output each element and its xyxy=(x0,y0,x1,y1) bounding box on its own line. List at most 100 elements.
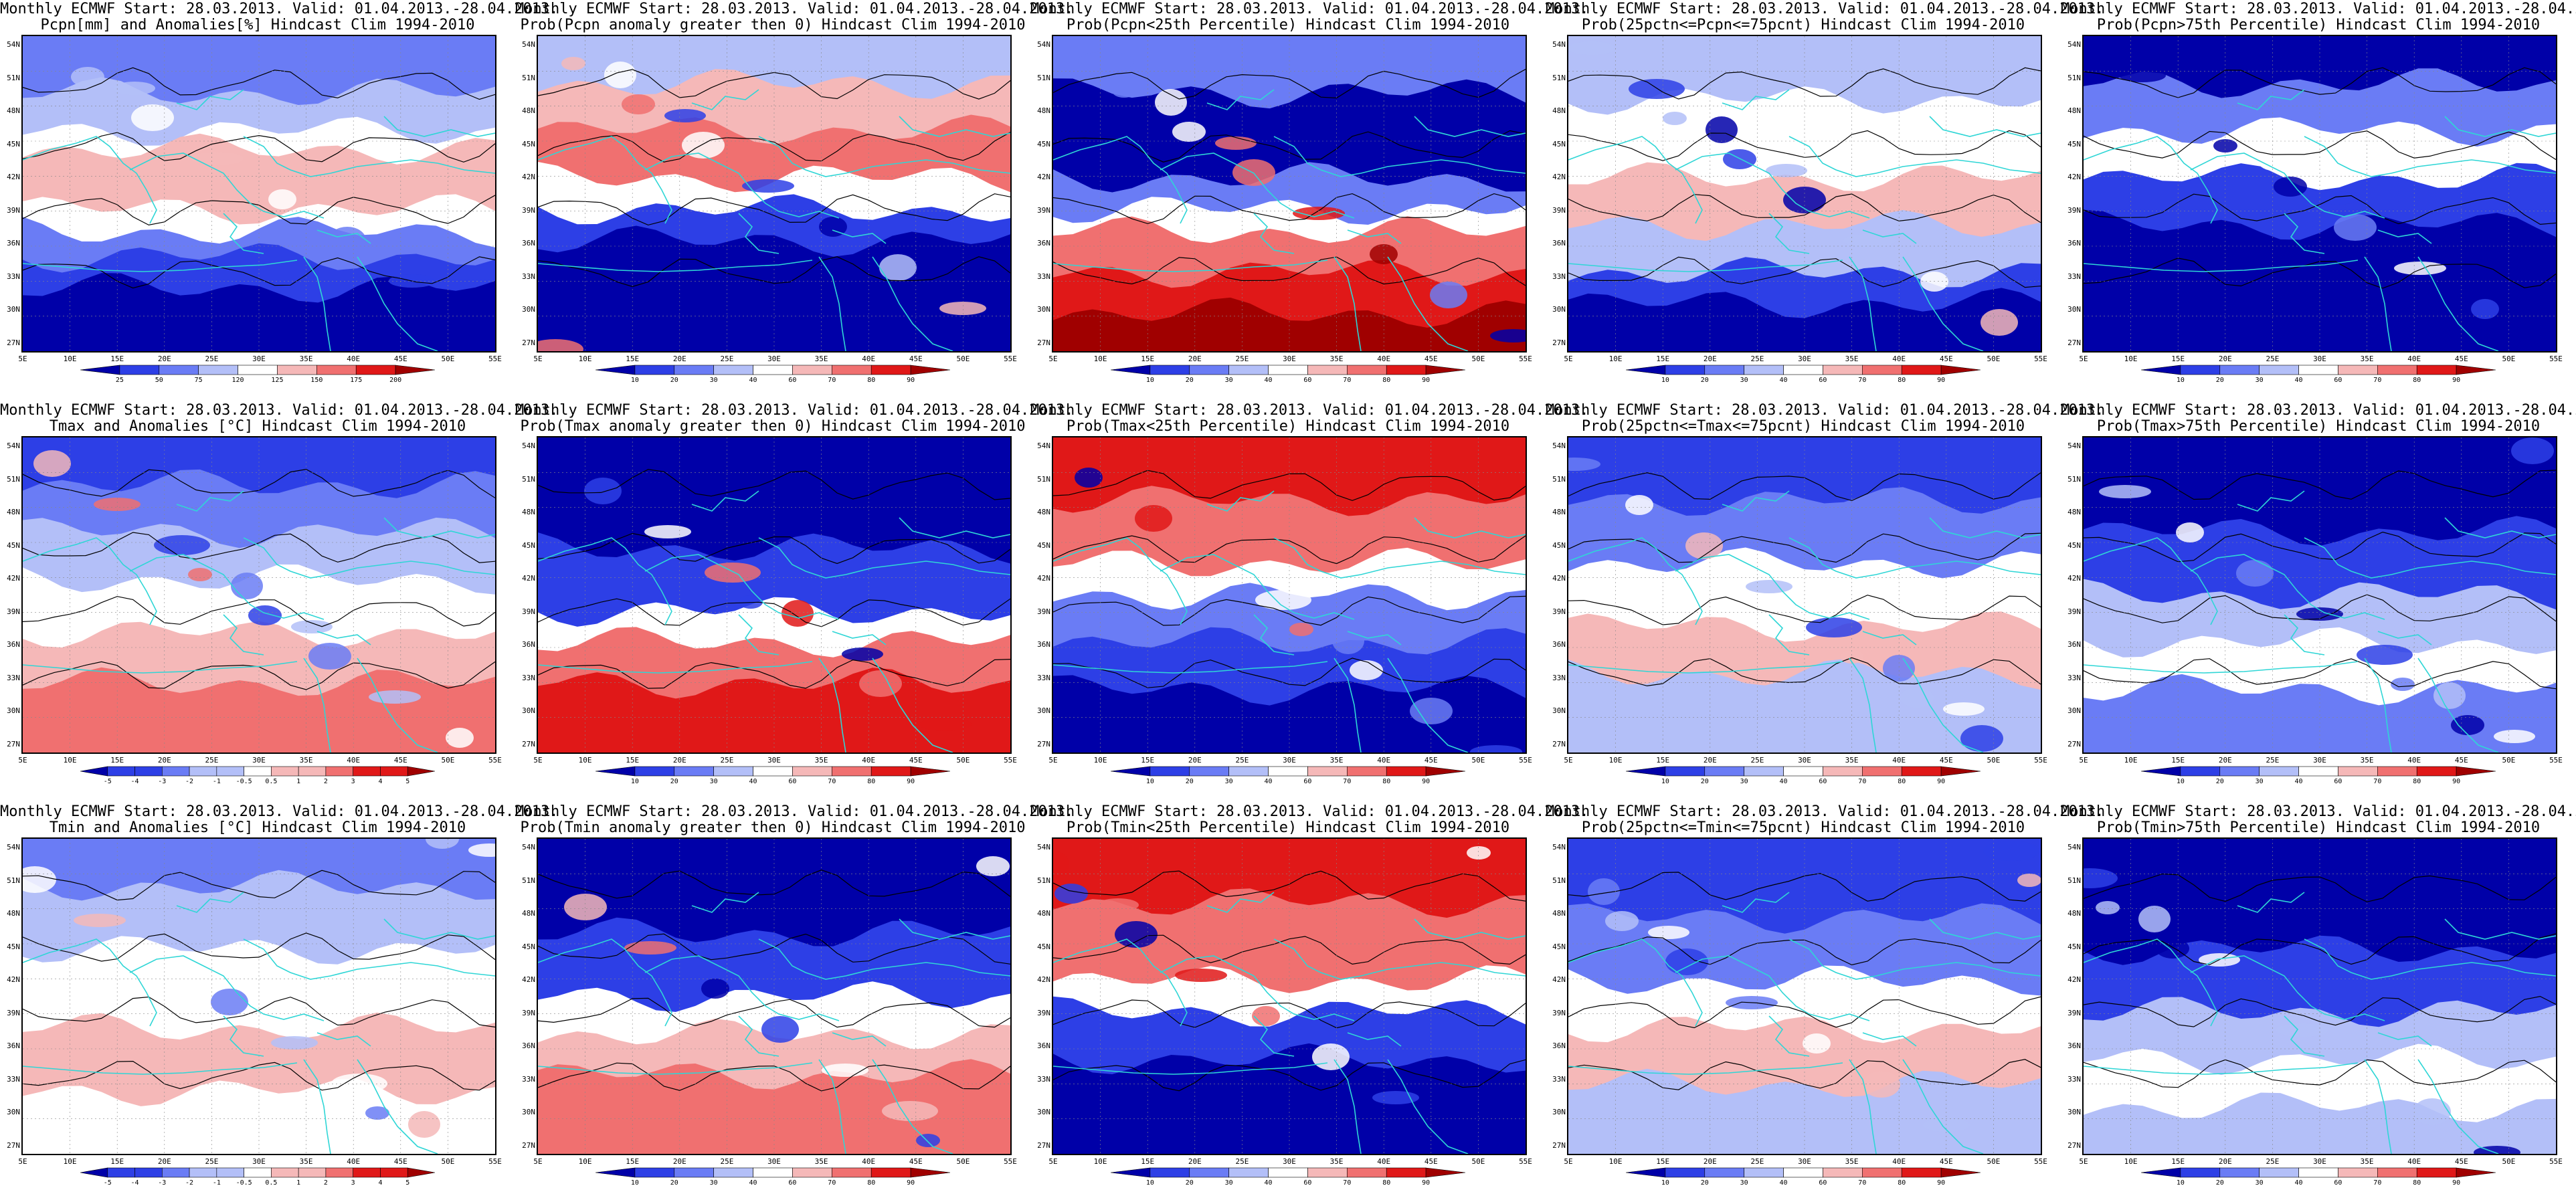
latitude-label: 39N xyxy=(522,607,535,616)
coastline xyxy=(2377,1032,2432,1047)
longitude-label: 15E xyxy=(626,355,640,363)
forecast-map-panel: Monthly ECMWF Start: 28.03.2013. Valid: … xyxy=(0,0,558,401)
longitude-label: 30E xyxy=(2313,756,2326,765)
anomaly-patch xyxy=(859,670,902,697)
contour-line xyxy=(23,870,495,901)
map-canvas xyxy=(23,36,495,351)
coastline xyxy=(818,658,846,752)
latitude-label: 33N xyxy=(2067,673,2081,682)
forecast-map xyxy=(1567,35,2042,353)
colorbar-tick-label: 75 xyxy=(194,377,203,384)
latitude-label: 45N xyxy=(2067,942,2081,951)
anomaly-patch xyxy=(916,1134,940,1147)
colorbar-tick-label: 200 xyxy=(389,377,402,384)
anomaly-patch xyxy=(1430,282,1467,308)
panel-title-line-2: Prob(25pctn<=Tmax<=75pcnt) Hindcast Clim… xyxy=(1581,418,2025,435)
colorbar-segment xyxy=(713,1167,753,1178)
contour-line xyxy=(538,532,1010,565)
coastline xyxy=(2084,136,2218,224)
anomaly-patch xyxy=(446,728,474,748)
latitude-label: 30N xyxy=(522,305,535,314)
colorbar-segment xyxy=(1149,766,1190,777)
colorbar-segment xyxy=(244,1167,272,1178)
latitude-label: 27N xyxy=(522,338,535,347)
panel-title-line-2: Prob(Pcpn anomaly greater then 0) Hindca… xyxy=(520,17,1026,33)
colorbar-segment xyxy=(1228,1167,1269,1178)
anomaly-patch xyxy=(2096,901,2120,914)
longitude-label: 20E xyxy=(1703,1157,1717,1166)
contour-line xyxy=(1568,657,2041,687)
colorbar-tick-labels: 10 20 30 40 60 70 80 90 xyxy=(2141,1179,2496,1189)
anomaly-patch xyxy=(1766,164,1807,177)
longitude-label: 35E xyxy=(1329,355,1344,363)
colorbar-tick-label: -5 xyxy=(103,778,112,785)
colorbar-tick-label: 60 xyxy=(2334,1179,2342,1187)
longitude-label: 40E xyxy=(1892,756,1906,765)
anomaly-fill-band xyxy=(2084,1092,2556,1154)
anomaly-patch xyxy=(701,979,729,999)
latitude-label: 39N xyxy=(2067,205,2081,215)
anomaly-patch xyxy=(1470,745,1522,752)
colorbar-segment xyxy=(1347,365,1387,375)
colorbar-tick-label: 10 xyxy=(1145,377,1154,384)
colorbar-segment xyxy=(2298,1167,2338,1178)
anomaly-patch xyxy=(1648,926,1689,939)
latitude-label: 54N xyxy=(522,843,535,851)
colorbar-tick-label: 80 xyxy=(1382,377,1391,384)
colorbar-tick-label: 20 xyxy=(1185,1179,1194,1187)
colorbar-segment xyxy=(1783,1167,1823,1178)
colorbar-tick-label: 90 xyxy=(2452,778,2461,785)
colorbar-tick-label: 2 xyxy=(323,778,328,785)
colorbar-tick-label: 70 xyxy=(828,1179,836,1187)
longitude-label: 10E xyxy=(1608,355,1623,363)
coastline xyxy=(2237,89,2305,110)
coastline xyxy=(303,1059,331,1154)
anomaly-patch xyxy=(1629,79,1685,99)
longitude-label: 15E xyxy=(2171,1157,2185,1166)
colorbar-tick-label: 5 xyxy=(405,1179,410,1187)
colorbar-tick-label: 60 xyxy=(2334,778,2342,785)
anomaly-patch xyxy=(2471,299,2499,319)
colorbar-tick-label: 30 xyxy=(709,377,718,384)
latitude-label: 42N xyxy=(1037,173,1050,182)
anomaly-patch xyxy=(271,1036,318,1049)
colorbar-tick-label: 125 xyxy=(271,377,284,384)
anomaly-patch xyxy=(1172,122,1206,142)
map-canvas xyxy=(1053,437,1526,752)
forecast-map-panel: Monthly ECMWF Start: 28.03.2013. Valid: … xyxy=(0,803,558,1204)
forecast-map-panel: Monthly ECMWF Start: 28.03.2013. Valid: … xyxy=(0,401,558,803)
coastline xyxy=(1722,89,1790,110)
anomaly-fill-band xyxy=(1568,1068,2041,1154)
coastline xyxy=(23,1062,298,1075)
colorbar-segment xyxy=(2377,1167,2417,1178)
coastline xyxy=(2304,537,2556,579)
coastline xyxy=(758,938,1010,980)
anomaly-patch xyxy=(959,1138,991,1154)
longitude-label: 15E xyxy=(1141,355,1155,363)
colorbar xyxy=(1626,766,1981,777)
latitude-label: 39N xyxy=(522,205,535,215)
latitude-label: 33N xyxy=(1552,272,1566,281)
latitude-label: 27N xyxy=(522,1141,535,1150)
coastline xyxy=(223,213,264,254)
latitude-label: 39N xyxy=(1037,607,1050,616)
forecast-map xyxy=(2082,837,2557,1155)
colorbar-segment xyxy=(162,1167,190,1178)
colorbar-tick-label: 0.5 xyxy=(265,1179,278,1187)
colorbar xyxy=(80,766,435,777)
colorbar-tick-label: 80 xyxy=(867,778,876,785)
colorbar-segment xyxy=(189,1167,217,1178)
colorbar-segment xyxy=(80,1167,108,1178)
colorbar-tick-label: 10 xyxy=(1661,778,1669,785)
colorbar-segment xyxy=(1665,766,1706,777)
colorbar-segment xyxy=(2338,766,2378,777)
map-canvas xyxy=(1053,839,1526,1154)
longitude-label: 5E xyxy=(1564,355,1573,363)
longitude-label: 35E xyxy=(299,355,313,363)
anomaly-patch xyxy=(1803,1033,1831,1054)
coastline xyxy=(1333,1059,1362,1154)
latitude-label: 27N xyxy=(2067,1141,2081,1150)
latitude-label: 30N xyxy=(522,706,535,716)
latitude-label: 33N xyxy=(1037,673,1050,682)
forecast-map xyxy=(2082,436,2557,754)
